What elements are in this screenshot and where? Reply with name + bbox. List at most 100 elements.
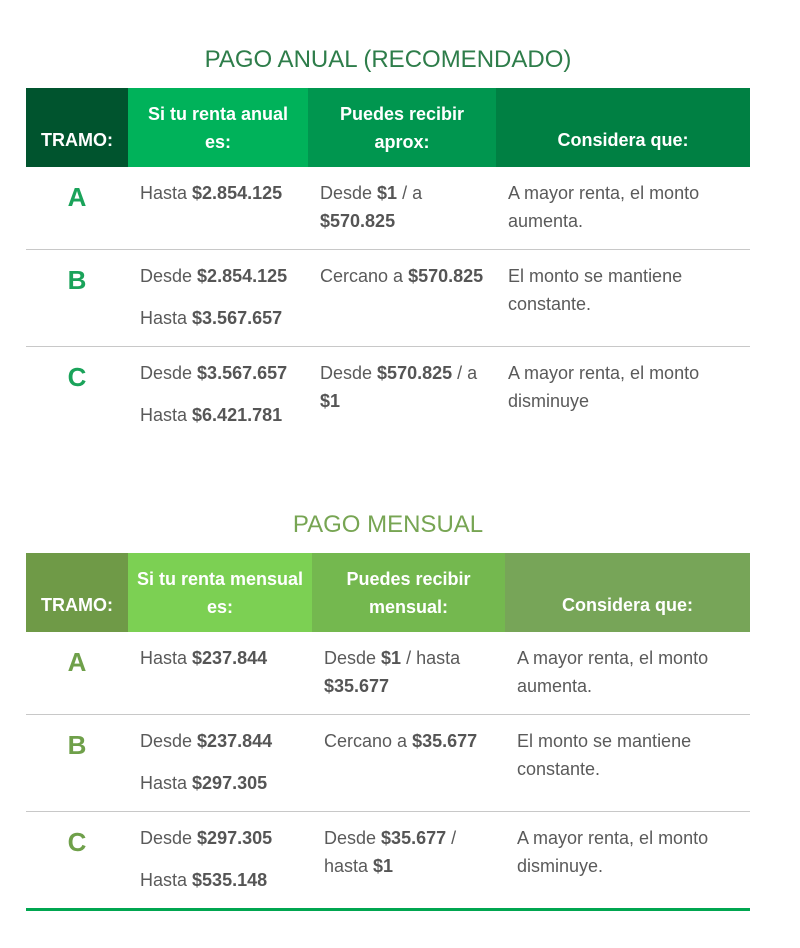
annual-title: PAGO ANUAL (RECOMENDADO) (204, 46, 572, 73)
cell-line: El monto se mantiene constante. (517, 727, 738, 783)
cell-line: Desde $237.844 (140, 727, 300, 755)
note-cell: El monto se mantiene constante. (496, 249, 750, 347)
cell-line: Desde $3.567.657 (140, 359, 296, 387)
cell-text: / hasta (324, 828, 457, 876)
cell-text: Hasta (140, 405, 193, 425)
cell-line: A mayor renta, el monto disminuye (508, 359, 738, 415)
benefit-amount-cell: Desde $35.677 / hasta $1 (312, 811, 505, 911)
cell-line: Cercano a $35.677 (324, 727, 493, 755)
amount-value: $35.677 (412, 731, 478, 751)
table-row: C Desde $3.567.657 Hasta $6.421.781 Desde $… (26, 347, 750, 438)
cell-text: / a (452, 363, 478, 383)
cell-line: A mayor renta, el monto aumenta. (508, 179, 738, 235)
amount-value: $570.825 (408, 266, 484, 286)
cell-text: A mayor renta, el monto disminuye (508, 363, 700, 411)
note-cell: A mayor renta, el monto disminuye (496, 347, 750, 438)
cell-line: Desde $297.305 (140, 824, 300, 852)
cell-line: Cercano a $570.825 (320, 262, 484, 290)
amount-value: $1 (373, 856, 394, 876)
column-header: TRAMO: (26, 553, 128, 632)
benefit-amount-cell: Desde $1 / hasta $35.677 (312, 632, 505, 715)
amount-value: $3.567.657 (197, 363, 288, 383)
monthly-payment-table: TRAMO: Si tu renta mensual es: Puedes reci… (26, 553, 750, 911)
cell-text: El monto se mantiene constante. (517, 731, 692, 779)
cell-text: Hasta (140, 870, 193, 890)
amount-value: $6.421.781 (192, 405, 283, 425)
amount-value: $35.677 (324, 676, 390, 696)
cell-line: Hasta $535.148 (140, 866, 300, 894)
table-row: A Hasta $237.844 Desde $1 / hasta $35.677 A… (26, 632, 750, 715)
amount-value: $1 (377, 183, 398, 203)
column-header: Puedes recibir mensual: (312, 553, 505, 632)
cell-text: Hasta (140, 773, 193, 793)
income-range-cell: Hasta $2.854.125 (128, 167, 308, 250)
amount-value: $1 (320, 391, 341, 411)
cell-text: A mayor renta, el monto aumenta. (517, 648, 709, 696)
cell-text: Desde (140, 828, 198, 848)
cell-text: Hasta (140, 648, 193, 668)
cell-text: A mayor renta, el monto aumenta. (508, 183, 700, 231)
income-range-cell: Desde $297.305 Hasta $535.148 (128, 811, 312, 911)
income-range-cell: Desde $237.844 Hasta $297.305 (128, 714, 312, 812)
tramo-letter: A (26, 167, 128, 250)
cell-line: Desde $570.825 / a $1 (320, 359, 484, 415)
cell-text: Desde (320, 363, 378, 383)
cell-line: Desde $2.854.125 (140, 262, 296, 290)
note-cell: A mayor renta, el monto aumenta. (505, 632, 750, 715)
cell-text: Cercano a (324, 731, 413, 751)
column-header: Puedes recibir aprox: (308, 88, 496, 167)
table-row: C Desde $297.305 Hasta $535.148 Desde $35.6… (26, 811, 750, 911)
cell-text: Desde (320, 183, 378, 203)
cell-line: Hasta $3.567.657 (140, 304, 296, 332)
tramo-letter: C (67, 362, 87, 392)
cell-text: / hasta (401, 648, 461, 668)
cell-text: Cercano a (320, 266, 409, 286)
benefit-amount-cell: Desde $1 / a $570.825 (308, 167, 496, 250)
note-cell: A mayor renta, el monto aumenta. (496, 167, 750, 250)
monthly-title: PAGO MENSUAL (292, 511, 484, 538)
cell-line: Desde $1 / a $570.825 (320, 179, 484, 235)
benefit-amount-cell: Cercano a $35.677 (312, 714, 505, 812)
table-row: B Desde $237.844 Hasta $297.305 Cercano a $… (26, 714, 750, 812)
cell-line: Hasta $237.844 (140, 644, 300, 672)
cell-text: Desde (140, 363, 198, 383)
cell-text: Hasta (140, 308, 193, 328)
column-header: Si tu renta anual es: (128, 88, 308, 167)
column-header: Si tu renta mensual es: (128, 553, 312, 632)
tramo-letter: A (26, 632, 128, 715)
cell-text: / a (397, 183, 423, 203)
amount-value: $237.844 (192, 648, 268, 668)
income-range-cell: Desde $3.567.657 Hasta $6.421.781 (128, 347, 308, 438)
amount-value: $570.825 (377, 363, 453, 383)
cell-line: A mayor renta, el monto aumenta. (517, 644, 738, 700)
amount-value: $35.677 (381, 828, 447, 848)
amount-value: $570.825 (320, 211, 396, 231)
note-cell: A mayor renta, el monto disminuye. (505, 811, 750, 911)
table-row: B Desde $2.854.125 Hasta $3.567.657 Cercano… (26, 249, 750, 347)
column-header: Considera que: (496, 88, 750, 167)
monthly-header-row: TRAMO: Si tu renta mensual es: Puedes reci… (26, 553, 750, 632)
benefit-amount-cell: Desde $570.825 / a $1 (308, 347, 496, 438)
cell-line: Desde $35.677 / hasta $1 (324, 824, 493, 880)
tramo-letter: B (26, 714, 128, 812)
cell-text: Desde (140, 266, 198, 286)
income-range-cell: Hasta $237.844 (128, 632, 312, 715)
table-row: A Hasta $2.854.125 Desde $1 / a $570.825 A … (26, 167, 750, 250)
amount-value: $535.148 (192, 870, 268, 890)
tramo-letter: B (26, 249, 128, 347)
amount-value: $237.844 (197, 731, 273, 751)
cell-text: Desde (324, 828, 382, 848)
cell-text: A mayor renta, el monto disminuye. (517, 828, 709, 876)
cell-line: A mayor renta, el monto disminuye. (517, 824, 738, 880)
column-header: TRAMO: (26, 88, 128, 167)
amount-value: $1 (381, 648, 402, 668)
amount-value: $2.854.125 (197, 266, 288, 286)
cell-line: Hasta $6.421.781 (140, 401, 296, 429)
annual-payment-table: TRAMO: Si tu renta anual es: Puedes recibi… (26, 88, 750, 437)
cell-text: Hasta (140, 183, 193, 203)
cell-line: Hasta $2.854.125 (140, 179, 296, 207)
tramo-letter: C (26, 811, 128, 911)
annual-header-row: TRAMO: Si tu renta anual es: Puedes recibi… (26, 88, 750, 167)
cell-text: El monto se mantiene constante. (508, 266, 683, 314)
column-header: Considera que: (505, 553, 750, 632)
